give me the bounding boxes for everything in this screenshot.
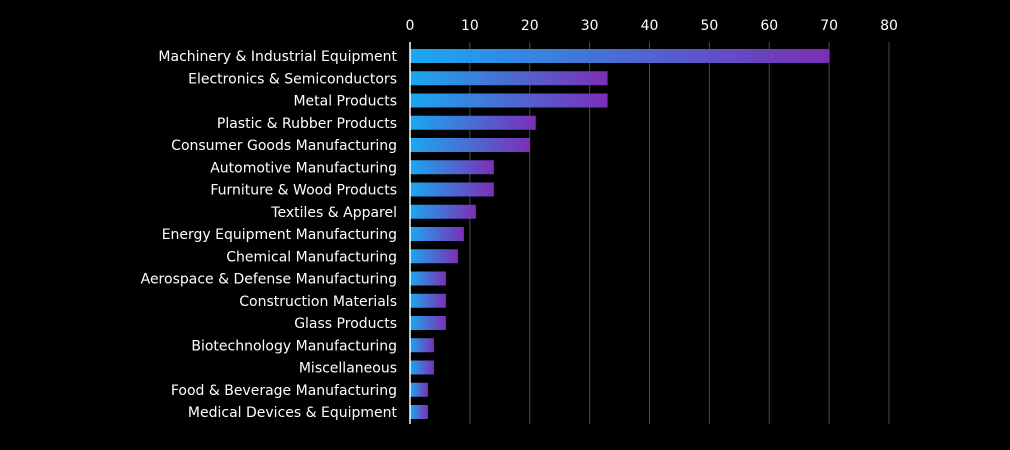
category-label: Textiles & Apparel <box>270 205 397 221</box>
category-label: Automotive Manufacturing <box>210 160 397 176</box>
x-tick-label: 70 <box>820 18 838 34</box>
x-tick-label: 0 <box>406 18 415 34</box>
x-tick-labels: 0 10 20 30 40 50 60 70 80 <box>406 18 898 34</box>
bar <box>410 93 608 108</box>
category-label: Chemical Manufacturing <box>226 249 397 265</box>
bar <box>410 360 434 375</box>
bar <box>410 338 434 353</box>
bar <box>410 271 446 286</box>
category-label: Machinery & Industrial Equipment <box>158 49 397 65</box>
category-label: Energy Equipment Manufacturing <box>162 227 397 243</box>
x-tick-label: 20 <box>521 18 539 34</box>
category-label: Miscellaneous <box>299 361 397 377</box>
bar <box>410 316 446 330</box>
category-label: Plastic & Rubber Products <box>217 116 397 132</box>
bar <box>410 138 530 152</box>
bar <box>410 382 428 397</box>
category-label: Construction Materials <box>239 294 397 310</box>
x-tick-label: 10 <box>461 18 479 34</box>
category-label: Aerospace & Defense Manufacturing <box>141 272 397 288</box>
bar <box>410 249 458 264</box>
x-tick-label: 30 <box>581 18 599 34</box>
category-label: Glass Products <box>294 316 397 332</box>
category-label: Biotechnology Manufacturing <box>191 338 397 354</box>
category-label: Consumer Goods Manufacturing <box>171 138 397 154</box>
category-label: Medical Devices & Equipment <box>188 405 398 421</box>
bar <box>410 204 476 219</box>
bar <box>410 49 830 63</box>
bar <box>410 115 536 130</box>
bar <box>410 182 494 197</box>
category-labels: Machinery & Industrial Equipment Electron… <box>141 49 398 421</box>
x-tick-label: 40 <box>641 18 659 34</box>
bar <box>410 293 446 308</box>
bar <box>410 160 494 175</box>
category-label: Food & Beverage Manufacturing <box>171 383 397 399</box>
bar <box>410 405 428 419</box>
bar <box>410 227 464 241</box>
category-label: Electronics & Semiconductors <box>188 71 397 87</box>
category-label: Furniture & Wood Products <box>210 183 397 199</box>
category-label: Metal Products <box>293 94 397 110</box>
bar <box>410 71 608 86</box>
x-tick-label: 80 <box>880 18 898 34</box>
x-tick-label: 50 <box>700 18 718 34</box>
bars <box>410 49 830 419</box>
x-tick-label: 60 <box>760 18 778 34</box>
